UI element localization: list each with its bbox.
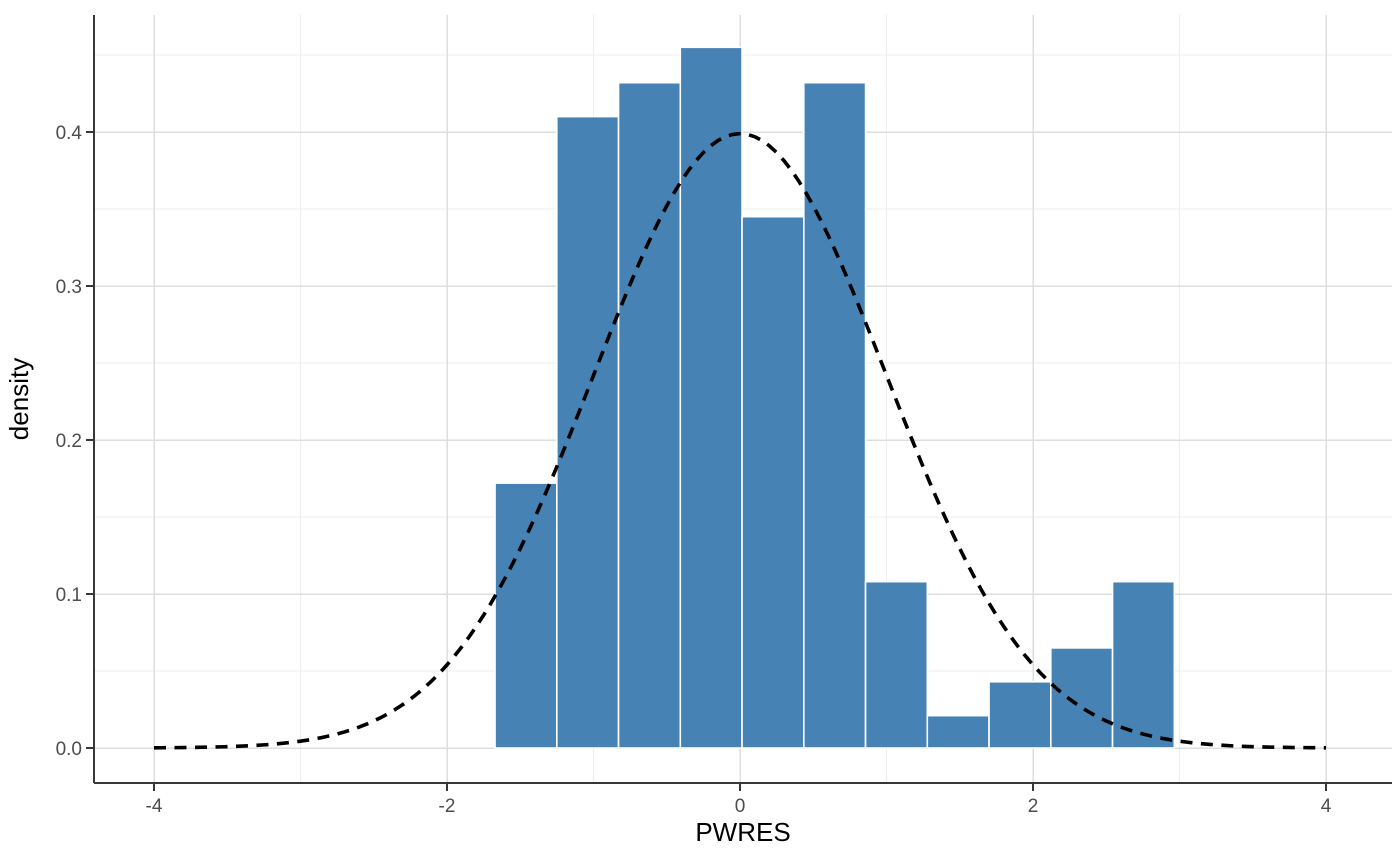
histogram-bar xyxy=(679,46,743,749)
y-tick-label: 0.3 xyxy=(56,277,82,298)
y-tick-label: 0.0 xyxy=(56,739,82,760)
y-axis-title: density xyxy=(4,358,34,440)
histogram-bars xyxy=(494,46,1176,749)
y-tick-label: 0.2 xyxy=(56,431,82,452)
y-tick-label: 0.1 xyxy=(56,585,82,606)
histogram-bar xyxy=(556,115,620,749)
axes xyxy=(86,15,1392,791)
normal-curve-path xyxy=(153,131,1327,750)
histogram-bar xyxy=(1111,580,1176,749)
tick-labels: 0.0 0.1 0.2 0.3 0.4 -4 -2 0 2 4 xyxy=(56,123,1332,817)
x-axis-title: PWRES xyxy=(695,817,790,847)
normal-density-curve xyxy=(153,131,1327,750)
histogram-bar xyxy=(803,81,867,749)
x-tick-label: -4 xyxy=(146,796,163,817)
histogram-bar xyxy=(741,215,805,749)
y-tick-label: 0.4 xyxy=(56,123,83,144)
histogram-bar xyxy=(494,482,558,749)
x-tick-label: 2 xyxy=(1028,796,1039,817)
x-tick-label: -2 xyxy=(439,796,456,817)
x-tick-label: 0 xyxy=(735,796,746,817)
histogram-bar xyxy=(864,580,929,749)
x-tick-label: 4 xyxy=(1321,796,1332,817)
histogram-bar xyxy=(1049,647,1114,749)
histogram-bar xyxy=(617,81,682,749)
histogram-bar xyxy=(988,680,1052,749)
histogram-bar xyxy=(926,714,990,749)
